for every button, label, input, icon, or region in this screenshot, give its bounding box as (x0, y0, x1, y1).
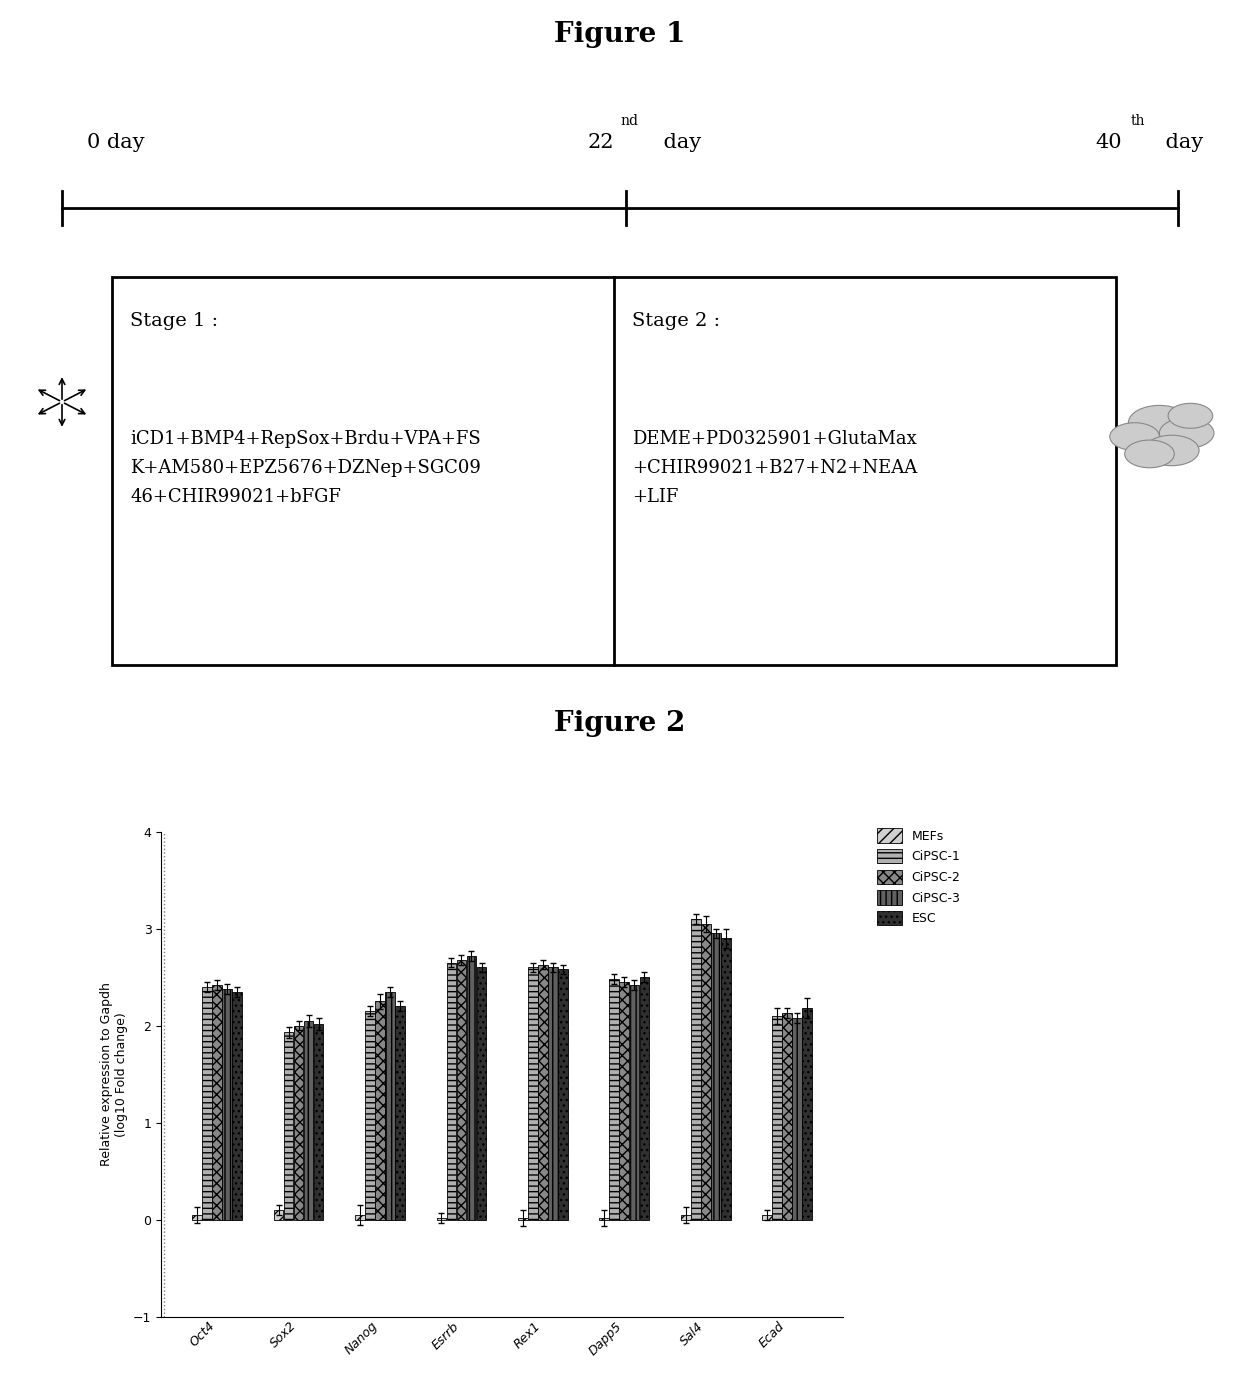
Bar (773, 1016, 782, 1220)
Circle shape (1128, 405, 1190, 441)
Bar (294, 1026, 304, 1220)
Bar (192, 1214, 202, 1220)
Text: Figure 2: Figure 2 (554, 710, 686, 737)
Bar (701, 924, 711, 1220)
Bar (599, 1218, 609, 1220)
Text: day: day (1159, 133, 1204, 152)
Text: day: day (657, 133, 702, 152)
Bar (792, 1017, 802, 1220)
Bar (782, 1013, 792, 1220)
Text: Figure 1: Figure 1 (554, 21, 686, 47)
Bar (466, 956, 476, 1220)
Bar (528, 967, 538, 1220)
Circle shape (1145, 435, 1199, 466)
Bar (763, 1214, 773, 1220)
Bar (284, 1033, 294, 1220)
Bar (720, 938, 730, 1220)
Bar (436, 1218, 446, 1220)
Bar (681, 1214, 691, 1220)
Bar (456, 959, 466, 1220)
Text: DEME+PD0325901+GlutaMax
+CHIR99021+B27+N2+NEAA
+LIF: DEME+PD0325901+GlutaMax +CHIR99021+B27+N… (632, 430, 918, 506)
Bar (802, 1008, 812, 1220)
Bar (304, 1020, 314, 1220)
Circle shape (1110, 423, 1159, 450)
Bar (620, 981, 629, 1220)
Circle shape (1125, 441, 1174, 468)
Bar (610, 979, 619, 1220)
Bar (376, 1001, 384, 1220)
Bar (691, 919, 701, 1220)
Text: th: th (1131, 114, 1146, 128)
Bar (365, 1012, 374, 1220)
Bar (548, 967, 558, 1220)
Bar (476, 967, 486, 1220)
Bar (202, 987, 212, 1220)
Text: 22: 22 (588, 133, 614, 152)
Circle shape (1159, 419, 1214, 449)
Text: iCD1+BMP4+RepSox+Brdu+VPA+FS
K+AM580+EPZ5676+DZNep+SGC09
46+CHIR99021+bFGF: iCD1+BMP4+RepSox+Brdu+VPA+FS K+AM580+EPZ… (130, 430, 481, 506)
Legend: MEFs, CiPSC-1, CiPSC-2, CiPSC-3, ESC: MEFs, CiPSC-1, CiPSC-2, CiPSC-3, ESC (877, 829, 961, 926)
Bar (538, 965, 548, 1220)
Bar (314, 1024, 324, 1220)
Bar (640, 977, 650, 1220)
Text: nd: nd (620, 114, 639, 128)
Bar (558, 969, 568, 1220)
Bar (222, 988, 232, 1220)
Bar (274, 1210, 284, 1220)
Text: 0 day: 0 day (87, 133, 144, 152)
Text: Stage 1 :: Stage 1 : (130, 312, 218, 330)
Y-axis label: Relative expression to Gapdh
(log10 Fold change): Relative expression to Gapdh (log10 Fold… (99, 983, 128, 1166)
Bar (386, 992, 394, 1220)
Bar (212, 985, 222, 1220)
Text: 40: 40 (1096, 133, 1122, 152)
Bar (355, 1214, 365, 1220)
Bar (396, 1006, 405, 1220)
Bar (446, 962, 456, 1220)
Text: Stage 2 :: Stage 2 : (632, 312, 720, 330)
Circle shape (1168, 403, 1213, 428)
Bar (630, 985, 640, 1220)
Bar (232, 992, 242, 1220)
Bar (711, 934, 720, 1220)
Bar (518, 1218, 528, 1220)
Bar (112, 277, 1116, 665)
